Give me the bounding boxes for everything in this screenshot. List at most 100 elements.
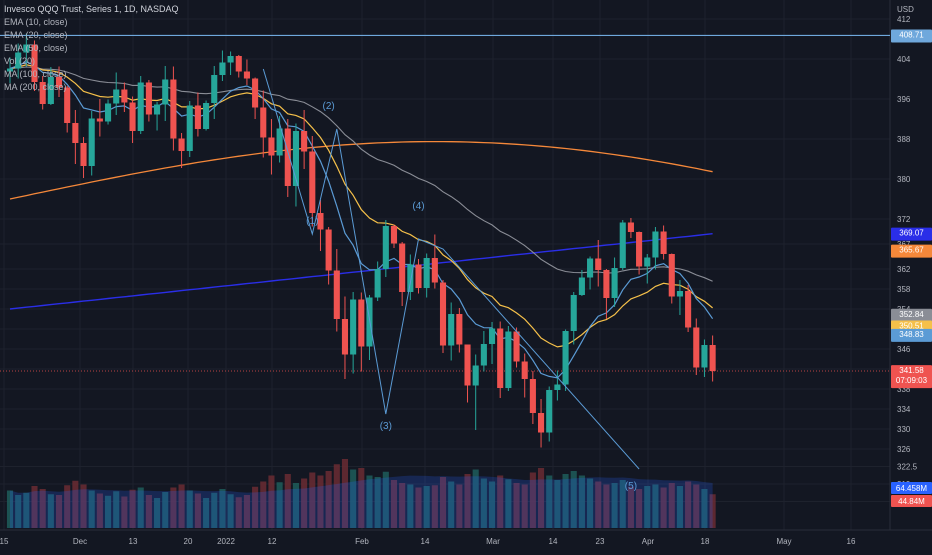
candle-body[interactable] <box>685 291 692 328</box>
candle-body[interactable] <box>407 264 414 293</box>
candle-body[interactable] <box>570 295 577 331</box>
wave-label[interactable]: (1) <box>306 216 318 227</box>
candle-body[interactable] <box>129 102 136 132</box>
candle-body[interactable] <box>439 282 447 346</box>
candle-body[interactable] <box>276 128 283 156</box>
candle-body[interactable] <box>178 138 185 152</box>
candle-body[interactable] <box>194 105 201 130</box>
candle-body[interactable] <box>464 344 471 386</box>
candle-body[interactable] <box>219 62 226 76</box>
indicator-ma200[interactable]: MA (200, close) <box>4 82 67 92</box>
wave-label[interactable]: (5) <box>625 481 637 492</box>
candle-body[interactable] <box>64 87 71 124</box>
candle-body[interactable] <box>480 344 487 366</box>
candle-body[interactable] <box>488 328 496 345</box>
candle-body[interactable] <box>701 345 708 368</box>
candle-body[interactable] <box>104 103 112 122</box>
indicator-volume[interactable]: Vol (20) <box>4 56 36 66</box>
candle-body[interactable] <box>603 270 610 298</box>
candle-body[interactable] <box>415 264 422 289</box>
candle-body[interactable] <box>456 314 463 345</box>
candle-body[interactable] <box>292 131 299 186</box>
candle-body[interactable] <box>15 52 22 69</box>
candle-body[interactable] <box>529 379 536 413</box>
candle-body[interactable] <box>6 68 14 72</box>
candle-body[interactable] <box>162 79 169 105</box>
candle-body[interactable] <box>260 107 267 138</box>
candle-body[interactable] <box>55 77 63 88</box>
candle-body[interactable] <box>521 361 528 380</box>
candle-body[interactable] <box>317 213 324 230</box>
candle-body[interactable] <box>284 128 291 187</box>
candle-body[interactable] <box>252 78 259 108</box>
wave-label[interactable]: (3) <box>380 421 392 432</box>
candle-body[interactable] <box>137 82 144 132</box>
wave-label[interactable]: (2) <box>323 101 335 112</box>
candle-body[interactable] <box>23 44 30 53</box>
candle-body[interactable] <box>113 89 120 104</box>
candle-body[interactable] <box>47 77 54 104</box>
candle-body[interactable] <box>676 291 683 297</box>
candle-body[interactable] <box>186 105 193 152</box>
candle-body[interactable] <box>668 254 675 297</box>
candle-body[interactable] <box>423 258 430 288</box>
candle-body[interactable] <box>448 314 455 346</box>
candle-body[interactable] <box>309 151 316 214</box>
candle-body[interactable] <box>170 79 177 139</box>
candle-body[interactable] <box>211 75 218 103</box>
candle-body[interactable] <box>431 258 438 283</box>
candle-body[interactable] <box>578 277 585 296</box>
candle-body[interactable] <box>154 104 161 115</box>
candle-body[interactable] <box>505 331 512 389</box>
wave-label[interactable]: (4) <box>412 201 424 212</box>
candle-body[interactable] <box>390 226 398 244</box>
candle-body[interactable] <box>358 299 365 347</box>
candle-body[interactable] <box>636 232 643 267</box>
candle-body[interactable] <box>595 258 602 271</box>
candle-body[interactable] <box>350 299 357 355</box>
candle-body[interactable] <box>619 222 626 269</box>
candle-body[interactable] <box>96 118 103 122</box>
candle-body[interactable] <box>145 82 152 115</box>
candle-body[interactable] <box>538 413 545 433</box>
candle-body[interactable] <box>652 231 659 258</box>
indicator-ema50[interactable]: EMA (50, close) <box>4 43 68 53</box>
indicator-ema20[interactable]: EMA (20, close) <box>4 30 68 40</box>
candle-body[interactable] <box>554 384 561 391</box>
candle-body[interactable] <box>562 331 569 385</box>
candle-body[interactable] <box>301 131 308 152</box>
candle-body[interactable] <box>399 243 406 293</box>
candle-body[interactable] <box>660 231 667 255</box>
candle-body[interactable] <box>611 268 618 298</box>
candle-body[interactable] <box>472 365 479 386</box>
candle-body[interactable] <box>627 222 634 233</box>
candle-body[interactable] <box>268 137 275 156</box>
candle-body[interactable] <box>341 319 349 355</box>
candle-body[interactable] <box>644 257 651 267</box>
candle-body[interactable] <box>546 390 553 433</box>
candle-body[interactable] <box>39 82 46 104</box>
candle-body[interactable] <box>31 44 38 83</box>
candle-body[interactable] <box>497 328 504 389</box>
candle-body[interactable] <box>693 327 700 368</box>
candle-body[interactable] <box>72 123 79 143</box>
indicator-ema10[interactable]: EMA (10, close) <box>4 17 68 27</box>
candle-body[interactable] <box>382 226 389 269</box>
candle-body[interactable] <box>121 89 128 103</box>
elliott-wave-path[interactable] <box>262 68 640 470</box>
candle-body[interactable] <box>227 56 234 63</box>
candle-body[interactable] <box>203 103 210 129</box>
candle-body[interactable] <box>374 269 381 298</box>
candle-body[interactable] <box>243 71 250 79</box>
candle-body[interactable] <box>709 345 716 371</box>
candle-body[interactable] <box>235 56 242 72</box>
candle-body[interactable] <box>325 229 332 271</box>
candle-body[interactable] <box>88 118 95 167</box>
candle-body[interactable] <box>80 143 87 166</box>
indicator-ma100[interactable]: MA (100, close) <box>4 69 67 79</box>
candle-body[interactable] <box>587 258 594 278</box>
candle-body[interactable] <box>333 270 340 320</box>
candle-body[interactable] <box>513 331 520 362</box>
